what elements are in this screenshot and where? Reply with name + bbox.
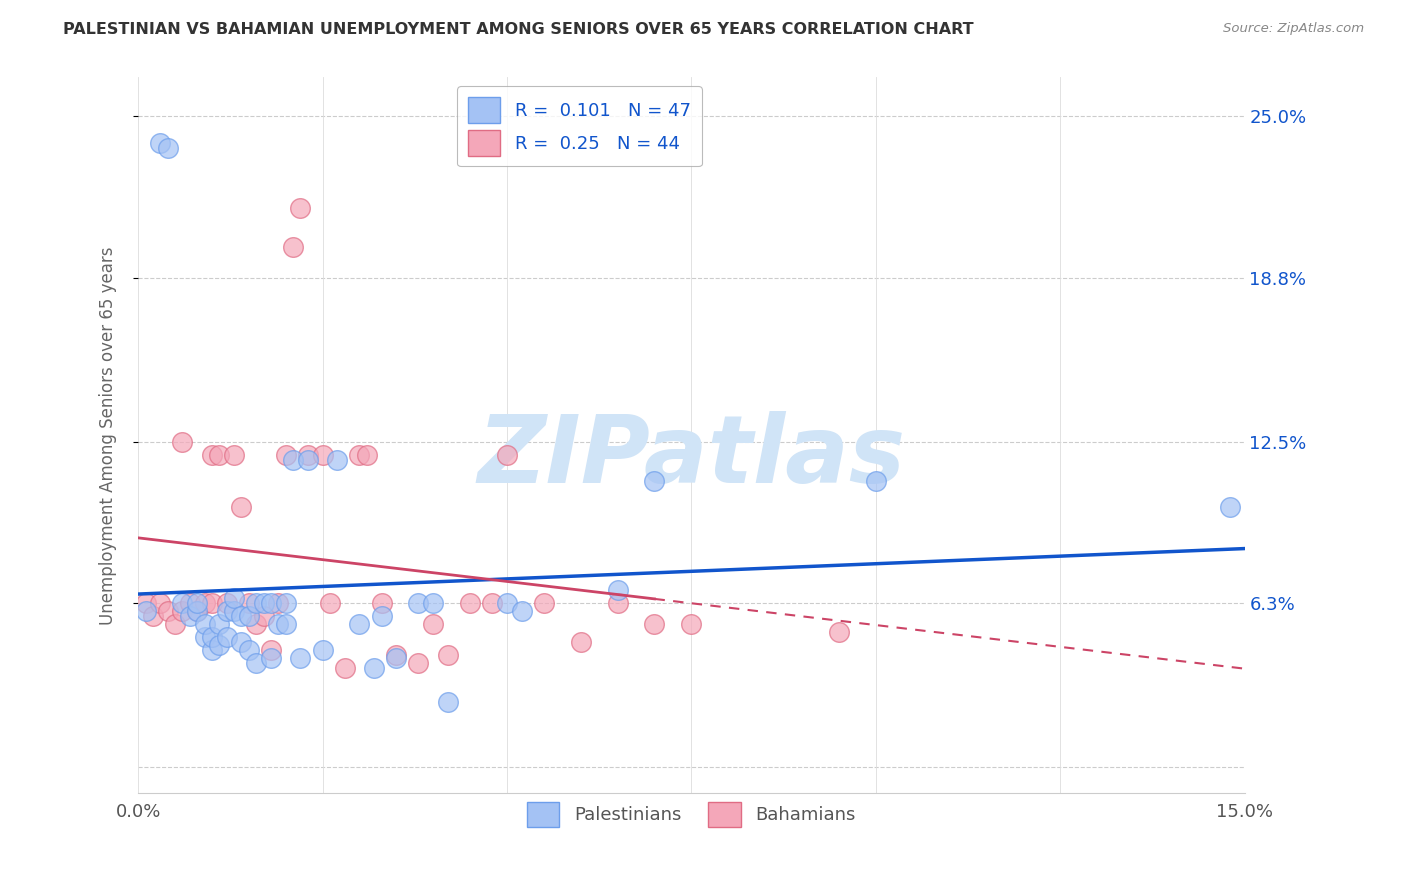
Point xyxy=(156,141,179,155)
Point xyxy=(252,596,274,610)
Point xyxy=(311,643,333,657)
Point xyxy=(458,596,481,610)
Point xyxy=(260,643,283,657)
Point xyxy=(260,596,283,610)
Point xyxy=(385,648,408,663)
Point xyxy=(290,201,312,215)
Point xyxy=(865,474,887,488)
Point xyxy=(274,448,297,462)
Point xyxy=(222,604,245,618)
Point xyxy=(179,609,201,624)
Point xyxy=(245,617,267,632)
Point xyxy=(281,453,304,467)
Point xyxy=(172,604,194,618)
Point xyxy=(496,596,519,610)
Point xyxy=(156,604,179,618)
Point xyxy=(194,630,217,644)
Point xyxy=(606,583,628,598)
Point xyxy=(349,617,371,632)
Point xyxy=(201,630,224,644)
Point xyxy=(215,596,238,610)
Point xyxy=(267,617,290,632)
Point xyxy=(149,136,172,150)
Point xyxy=(208,638,231,652)
Text: Source: ZipAtlas.com: Source: ZipAtlas.com xyxy=(1223,22,1364,36)
Point xyxy=(238,643,260,657)
Point xyxy=(408,596,430,610)
Point xyxy=(201,596,224,610)
Point xyxy=(208,617,231,632)
Point xyxy=(165,617,187,632)
Point xyxy=(422,617,444,632)
Point xyxy=(297,448,319,462)
Point xyxy=(828,624,851,639)
Text: PALESTINIAN VS BAHAMIAN UNEMPLOYMENT AMONG SENIORS OVER 65 YEARS CORRELATION CHA: PALESTINIAN VS BAHAMIAN UNEMPLOYMENT AMO… xyxy=(63,22,974,37)
Point xyxy=(290,651,312,665)
Point xyxy=(333,661,356,675)
Point xyxy=(135,596,157,610)
Point xyxy=(222,591,245,606)
Point xyxy=(149,596,172,610)
Point xyxy=(194,596,217,610)
Point xyxy=(274,617,297,632)
Text: ZIPatlas: ZIPatlas xyxy=(477,411,905,503)
Point xyxy=(238,596,260,610)
Point xyxy=(194,617,217,632)
Point xyxy=(186,604,208,618)
Point xyxy=(1219,500,1241,514)
Point xyxy=(231,635,253,649)
Point xyxy=(496,448,519,462)
Point xyxy=(231,609,253,624)
Point xyxy=(408,656,430,670)
Point xyxy=(231,500,253,514)
Point xyxy=(274,596,297,610)
Point xyxy=(252,609,274,624)
Point xyxy=(643,617,665,632)
Point xyxy=(179,596,201,610)
Point xyxy=(201,643,224,657)
Point xyxy=(201,448,224,462)
Point xyxy=(311,448,333,462)
Point xyxy=(238,609,260,624)
Point xyxy=(481,596,503,610)
Point xyxy=(363,661,385,675)
Point xyxy=(643,474,665,488)
Point xyxy=(172,434,194,449)
Point xyxy=(245,596,267,610)
Point xyxy=(222,448,245,462)
Y-axis label: Unemployment Among Seniors over 65 years: Unemployment Among Seniors over 65 years xyxy=(100,246,117,624)
Point xyxy=(437,648,460,663)
Point xyxy=(135,604,157,618)
Point xyxy=(142,609,165,624)
Point xyxy=(349,448,371,462)
Point xyxy=(356,448,378,462)
Point xyxy=(186,604,208,618)
Point xyxy=(510,604,533,618)
Point xyxy=(319,596,342,610)
Point xyxy=(681,617,703,632)
Point xyxy=(172,596,194,610)
Point xyxy=(215,630,238,644)
Legend: Palestinians, Bahamians: Palestinians, Bahamians xyxy=(520,795,863,834)
Point xyxy=(533,596,555,610)
Point xyxy=(569,635,592,649)
Point xyxy=(297,453,319,467)
Point xyxy=(186,596,208,610)
Point xyxy=(267,596,290,610)
Point xyxy=(422,596,444,610)
Point xyxy=(437,695,460,709)
Point xyxy=(370,596,392,610)
Point xyxy=(385,651,408,665)
Point xyxy=(326,453,349,467)
Point xyxy=(281,240,304,254)
Point xyxy=(260,651,283,665)
Point xyxy=(208,448,231,462)
Point xyxy=(215,604,238,618)
Point xyxy=(245,656,267,670)
Point xyxy=(370,609,392,624)
Point xyxy=(606,596,628,610)
